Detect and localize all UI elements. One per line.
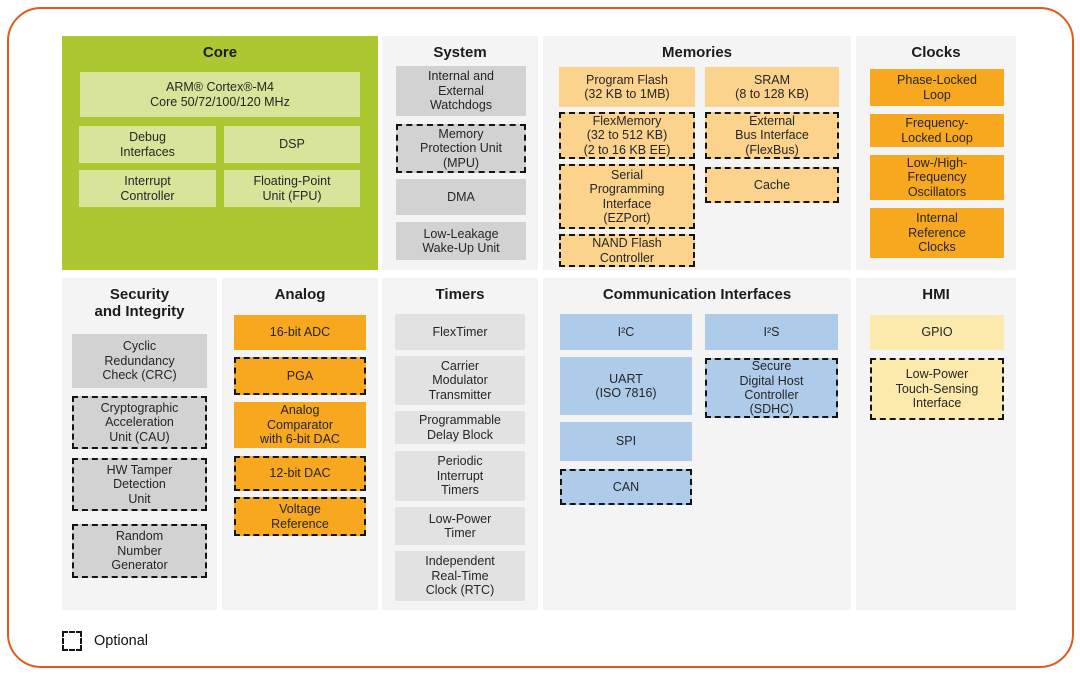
block-sdhc: Secure Digital Host Controller (SDHC) bbox=[705, 358, 838, 418]
block-pga: PGA bbox=[234, 357, 366, 395]
block-watchdogs: Internal and External Watchdogs bbox=[396, 66, 526, 116]
block-ezport: Serial Programming Interface (EZPort) bbox=[559, 164, 695, 229]
panel-core-title: Core bbox=[202, 44, 238, 61]
panel-memories-title: Memories bbox=[661, 44, 733, 61]
block-oscillators: Low-/High- Frequency Oscillators bbox=[870, 155, 1004, 200]
block-rng: Random Number Generator bbox=[72, 524, 207, 578]
legend-optional: Optional bbox=[62, 631, 148, 651]
block-arm-cortex-m4: ARM® Cortex®-M4 Core 50/72/100/120 MHz bbox=[80, 72, 360, 117]
block-12bit-dac: 12-bit DAC bbox=[234, 456, 366, 491]
block-llwu: Low-Leakage Wake-Up Unit bbox=[396, 222, 526, 260]
block-program-flash: Program Flash (32 KB to 1MB) bbox=[559, 67, 695, 107]
block-can: CAN bbox=[560, 469, 692, 505]
block-voltage-reference: Voltage Reference bbox=[234, 497, 366, 536]
block-hw-tamper: HW Tamper Detection Unit bbox=[72, 458, 207, 511]
panel-core: Core ARM® Cortex®-M4 Core 50/72/100/120 … bbox=[62, 36, 378, 270]
optional-dashed-icon bbox=[62, 631, 82, 651]
block-interrupt-controller: Interrupt Controller bbox=[79, 170, 216, 207]
block-fll: Frequency- Locked Loop bbox=[870, 114, 1004, 147]
panel-analog-title: Analog bbox=[274, 286, 326, 303]
block-flexmemory: FlexMemory (32 to 512 KB) (2 to 16 KB EE… bbox=[559, 112, 695, 159]
block-cau: Cryptographic Acceleration Unit (CAU) bbox=[72, 396, 207, 449]
panel-hmi: HMI GPIO Low-Power Touch-Sensing Interfa… bbox=[856, 278, 1016, 610]
block-dma: DMA bbox=[396, 179, 526, 215]
panel-clocks: Clocks Phase-Locked Loop Frequency- Lock… bbox=[856, 36, 1016, 270]
block-crc: Cyclic Redundancy Check (CRC) bbox=[72, 334, 207, 388]
block-16bit-adc: 16-bit ADC bbox=[234, 315, 366, 350]
block-sram: SRAM (8 to 128 KB) bbox=[705, 67, 839, 107]
block-spi: SPI bbox=[560, 422, 692, 461]
block-carrier-modulator-transmitter: Carrier Modulator Transmitter bbox=[395, 356, 525, 405]
panel-system-title: System bbox=[433, 44, 487, 61]
block-dsp: DSP bbox=[224, 126, 360, 163]
panel-hmi-title: HMI bbox=[922, 286, 950, 303]
legend-optional-label: Optional bbox=[94, 633, 149, 649]
panel-memories: Memories Program Flash (32 KB to 1MB) SR… bbox=[543, 36, 851, 270]
block-periodic-interrupt-timers: Periodic Interrupt Timers bbox=[395, 451, 525, 501]
panel-comm-title: Communication Interfaces bbox=[602, 286, 792, 303]
block-debug-interfaces: Debug Interfaces bbox=[79, 126, 216, 163]
block-pll: Phase-Locked Loop bbox=[870, 69, 1004, 106]
block-nand-flash-controller: NAND Flash Controller bbox=[559, 234, 695, 267]
block-programmable-delay-block: Programmable Delay Block bbox=[395, 411, 525, 444]
panel-security-title: Security and Integrity bbox=[94, 286, 185, 321]
block-fpu: Floating-Point Unit (FPU) bbox=[224, 170, 360, 207]
block-uart: UART (ISO 7816) bbox=[560, 357, 692, 415]
block-i2c: I²C bbox=[560, 314, 692, 350]
block-analog-comparator: Analog Comparator with 6-bit DAC bbox=[234, 402, 366, 448]
block-touch-sensing: Low-Power Touch-Sensing Interface bbox=[870, 358, 1004, 420]
block-flextimer: FlexTimer bbox=[395, 314, 525, 350]
panel-analog: Analog 16-bit ADC PGA Analog Comparator … bbox=[222, 278, 378, 610]
panel-timers-title: Timers bbox=[435, 286, 485, 303]
block-internal-reference-clocks: Internal Reference Clocks bbox=[870, 208, 1004, 258]
block-i2s: I²S bbox=[705, 314, 838, 350]
diagram-frame bbox=[7, 7, 1074, 668]
panel-timers: Timers FlexTimer Carrier Modulator Trans… bbox=[382, 278, 538, 610]
panel-system: System Internal and External Watchdogs M… bbox=[382, 36, 538, 270]
block-gpio: GPIO bbox=[870, 315, 1004, 350]
block-rtc: Independent Real-Time Clock (RTC) bbox=[395, 551, 525, 601]
panel-clocks-title: Clocks bbox=[911, 44, 961, 61]
block-cache: Cache bbox=[705, 167, 839, 203]
panel-security: Security and Integrity Cyclic Redundancy… bbox=[62, 278, 217, 610]
block-low-power-timer: Low-Power Timer bbox=[395, 507, 525, 545]
panel-communication-interfaces: Communication Interfaces I²C I²S UART (I… bbox=[543, 278, 851, 610]
block-mpu: Memory Protection Unit (MPU) bbox=[396, 124, 526, 173]
block-flexbus: External Bus Interface (FlexBus) bbox=[705, 112, 839, 159]
